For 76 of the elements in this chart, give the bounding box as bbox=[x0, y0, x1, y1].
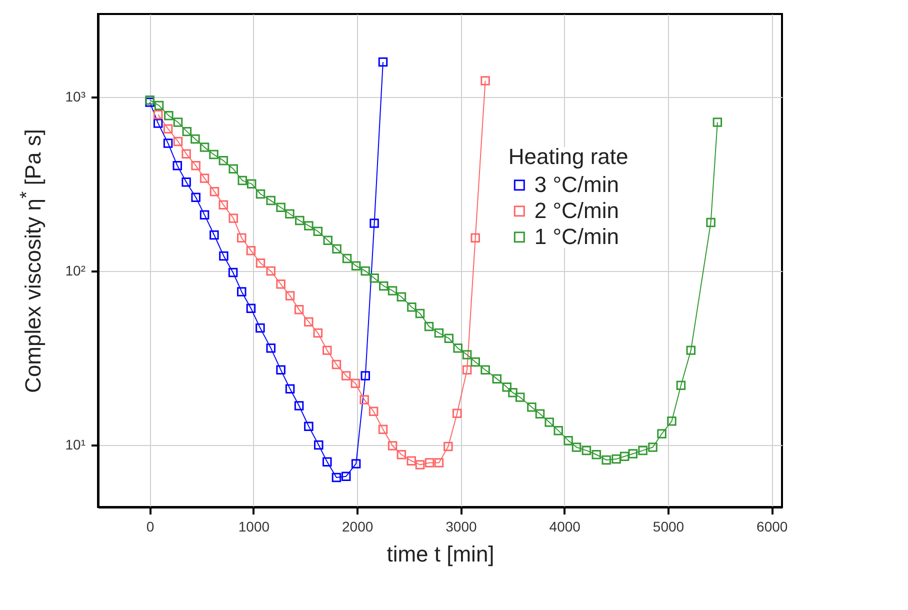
legend-title: Heating rate bbox=[508, 144, 628, 170]
point bbox=[313, 328, 323, 338]
point bbox=[172, 161, 182, 170]
point bbox=[470, 233, 480, 242]
point bbox=[200, 210, 210, 220]
point bbox=[256, 258, 266, 268]
legend-label: 2 °C/min bbox=[534, 198, 620, 224]
point bbox=[322, 457, 332, 466]
x-tick-label: 4000 bbox=[549, 518, 581, 534]
point bbox=[256, 323, 265, 333]
point bbox=[200, 174, 210, 183]
point bbox=[173, 136, 183, 146]
point bbox=[406, 456, 416, 466]
point bbox=[294, 401, 304, 410]
point bbox=[191, 161, 200, 170]
point bbox=[304, 422, 314, 431]
point bbox=[378, 57, 388, 67]
point bbox=[276, 280, 286, 289]
point bbox=[237, 233, 246, 242]
point bbox=[246, 304, 256, 313]
x-tick-label: 3000 bbox=[446, 518, 478, 534]
point bbox=[182, 178, 191, 187]
x-tick-label: 1000 bbox=[238, 518, 270, 534]
point bbox=[276, 365, 286, 375]
point bbox=[228, 268, 238, 278]
point bbox=[368, 406, 378, 416]
legend-label: 1 °C/min bbox=[534, 224, 620, 250]
point bbox=[210, 186, 220, 196]
point bbox=[378, 424, 388, 434]
point bbox=[153, 118, 163, 128]
point bbox=[360, 371, 370, 380]
y-tick-label: 10³ bbox=[65, 88, 86, 105]
y-tick-label: 10² bbox=[65, 262, 86, 278]
point bbox=[332, 472, 342, 482]
point bbox=[452, 408, 462, 418]
point bbox=[396, 450, 406, 460]
point bbox=[246, 246, 256, 256]
point bbox=[314, 440, 324, 450]
x-tick-label: 2000 bbox=[342, 518, 374, 534]
point bbox=[444, 442, 453, 452]
point bbox=[285, 291, 295, 300]
point bbox=[191, 192, 200, 202]
point bbox=[341, 472, 351, 481]
point bbox=[182, 149, 191, 159]
point bbox=[237, 287, 246, 296]
point bbox=[210, 230, 219, 240]
x-tick-label: 5000 bbox=[652, 518, 684, 534]
point bbox=[153, 110, 163, 120]
legend-label: 3 °C/min bbox=[534, 172, 620, 198]
point bbox=[266, 344, 276, 353]
point bbox=[228, 214, 238, 223]
y-tick-label: 10¹ bbox=[65, 436, 86, 452]
point bbox=[480, 76, 490, 86]
point bbox=[350, 378, 360, 388]
point bbox=[351, 459, 361, 468]
point bbox=[285, 384, 295, 394]
point bbox=[415, 460, 425, 470]
point bbox=[322, 346, 332, 355]
point bbox=[332, 360, 342, 370]
point bbox=[341, 371, 351, 380]
point bbox=[424, 458, 434, 468]
point bbox=[434, 458, 444, 468]
point bbox=[462, 365, 472, 375]
point bbox=[388, 441, 398, 450]
point bbox=[163, 124, 173, 134]
point bbox=[163, 138, 173, 148]
point bbox=[218, 200, 228, 210]
point bbox=[266, 266, 276, 276]
point bbox=[370, 218, 379, 228]
x-tick-label: 0 bbox=[146, 518, 154, 534]
x-axis-title: time t [min] bbox=[386, 542, 494, 566]
x-tick-label: 6000 bbox=[756, 518, 788, 534]
point bbox=[219, 251, 228, 261]
point bbox=[304, 317, 314, 326]
point bbox=[360, 395, 369, 404]
point bbox=[294, 304, 304, 314]
